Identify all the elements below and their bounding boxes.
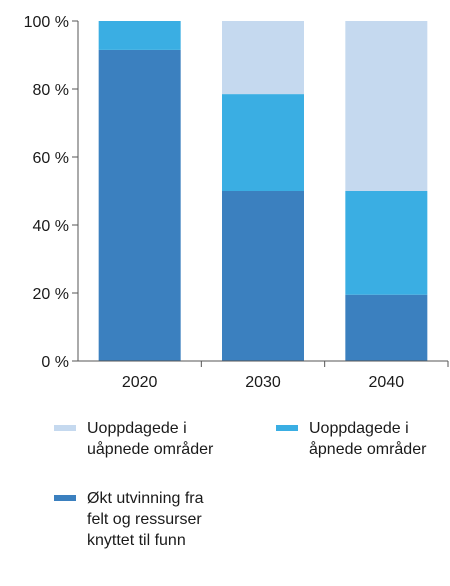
bar-segment-2040-s1 [345,191,428,295]
bar-segment-2030-s2 [222,21,304,95]
bar-segment-2020-s0 [98,49,181,362]
legend-label: Økt utvinning fra felt og ressurser knyt… [87,490,204,549]
y-tick-label: 60 % [33,150,69,167]
y-tick-label: 100 % [24,14,69,31]
legend-item-apnede: Uoppdagede i åpnede områder [276,418,450,468]
x-tick-label: 2030 [245,374,281,391]
bar-segment-2040-s0 [345,294,428,361]
y-tick-label: 0 % [41,354,69,371]
legend-swatch [276,425,298,431]
legend-swatch [54,425,76,431]
bar-segment-2030-s1 [222,94,304,191]
bar-segment-2030-s0 [222,191,304,361]
stacked-bar-chart: 0 % 20 % 40 % 60 % 80 % 100 % 2020 2030 2040 [24,14,449,391]
legend-swatch [54,495,76,501]
legend-item-okt-utvinning: Økt utvinning fra felt og ressurser knyt… [54,488,254,563]
y-tick-label: 40 % [33,218,69,235]
bar-segment-2020-s1 [98,21,181,50]
legend-label: Uoppdagede i åpnede områder [309,420,427,458]
x-tick-label: 2020 [122,374,158,391]
y-tick-label: 80 % [33,82,69,99]
y-tick-label: 20 % [33,286,69,303]
legend-item-uapnede: Uoppdagede i uåpnede områder [54,418,254,468]
x-tick-label: 2040 [369,374,405,391]
bar-segment-2040-s2 [345,21,428,191]
legend-label: Uoppdagede i uåpnede områder [87,420,214,458]
